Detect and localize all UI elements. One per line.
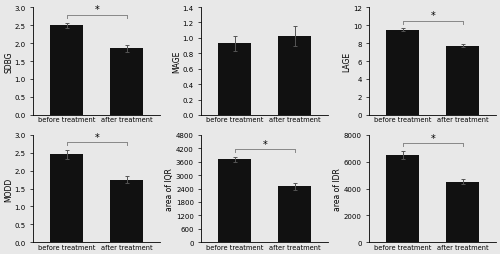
Bar [110, 180, 144, 243]
Bar [446, 182, 480, 243]
Y-axis label: MODD: MODD [4, 177, 13, 201]
Text: *: * [430, 11, 435, 21]
Y-axis label: area of IQR: area of IQR [166, 167, 174, 210]
Bar [386, 155, 419, 243]
Text: *: * [430, 133, 435, 143]
Bar [110, 49, 144, 116]
Y-axis label: LAGE: LAGE [342, 52, 351, 72]
Y-axis label: MAGE: MAGE [172, 51, 181, 73]
Y-axis label: SDBG: SDBG [4, 51, 13, 72]
Bar [218, 160, 251, 243]
Bar [278, 36, 312, 116]
Bar [50, 155, 83, 243]
Bar [218, 44, 251, 116]
Text: *: * [94, 5, 99, 15]
Bar [386, 30, 419, 116]
Bar [278, 186, 312, 243]
Y-axis label: area of IDR: area of IDR [334, 167, 342, 210]
Text: *: * [262, 139, 267, 149]
Bar [446, 46, 480, 116]
Text: *: * [94, 132, 99, 142]
Bar [50, 26, 83, 116]
